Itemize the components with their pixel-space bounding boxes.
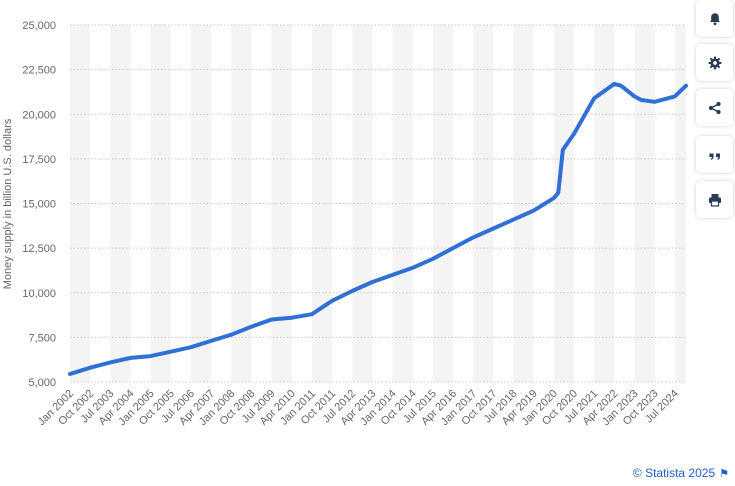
flag-icon: ⚑ — [719, 467, 729, 480]
y-tick-label: 12,500 — [22, 243, 56, 255]
plot-band — [432, 25, 454, 382]
print-button[interactable] — [696, 181, 733, 218]
y-tick-label: 22,500 — [22, 65, 56, 77]
y-tick-label: 10,000 — [22, 288, 56, 300]
y-tick-label: 5,000 — [28, 377, 56, 389]
gridlines — [70, 24, 686, 383]
line-chart: 5,000 7,500 10,000 12,500 15,000 17,500 20,000… — [2, 20, 688, 428]
y-axis-label: Money supply in billion U.S. dollars — [2, 118, 14, 289]
gear-icon — [708, 56, 721, 69]
plot-band — [594, 25, 615, 382]
plot-band — [352, 25, 373, 382]
y-tick-label: 17,500 — [22, 154, 56, 166]
y-tick-label: 7,500 — [28, 332, 56, 344]
credit-text[interactable]: © Statista 2025 — [632, 466, 716, 480]
plot-band — [150, 25, 171, 382]
notification-button[interactable] — [696, 0, 733, 37]
plot-band — [70, 25, 91, 382]
y-tick-label: 15,000 — [22, 199, 56, 211]
series-line-money-supply — [68, 81, 688, 376]
cite-button[interactable] — [696, 136, 733, 173]
y-tick-label: 20,000 — [22, 109, 56, 121]
y-axis-ticks: 5,000 7,500 10,000 12,500 15,000 17,500 20,000… — [22, 20, 56, 389]
plot-band — [271, 25, 292, 382]
y-tick-label: 25,000 — [22, 20, 56, 32]
plot-band — [513, 25, 534, 382]
quote-icon — [709, 153, 720, 160]
printer-icon — [708, 193, 721, 207]
statista-credit[interactable]: © Statista 2025 ⚑ — [633, 466, 729, 480]
share-button[interactable] — [696, 89, 733, 126]
settings-button[interactable] — [696, 44, 733, 81]
share-icon — [708, 101, 721, 114]
bell-icon — [709, 12, 720, 25]
